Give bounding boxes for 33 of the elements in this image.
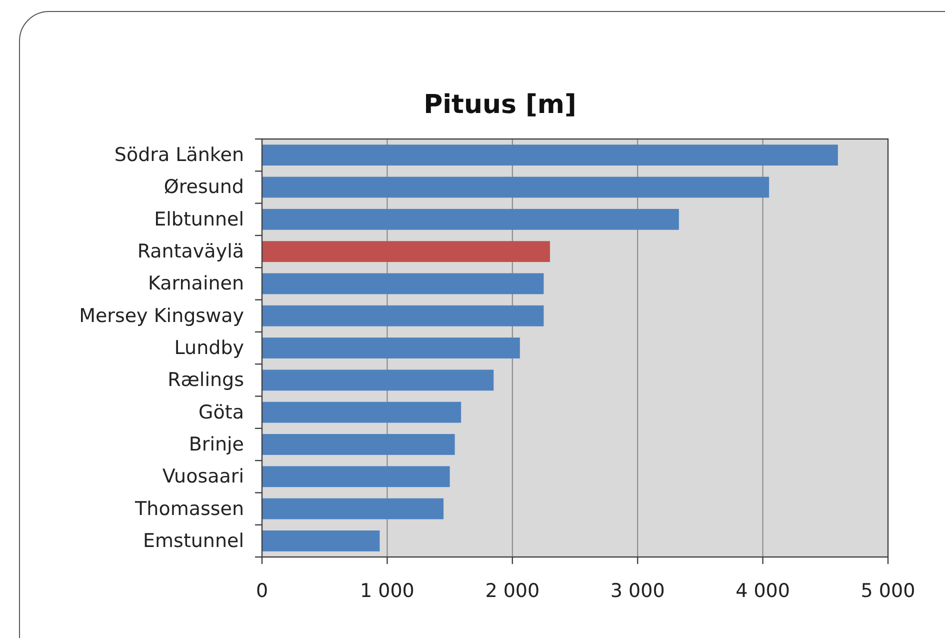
y-tick-label: Göta (198, 401, 244, 424)
bar (262, 273, 544, 294)
bar (262, 305, 544, 326)
bar (262, 144, 838, 166)
x-tick-label: 0 (256, 580, 268, 602)
y-tick-label: Øresund (164, 176, 244, 198)
x-tick-label: 3 000 (610, 580, 665, 602)
y-tick-label: Karnainen (148, 272, 244, 295)
x-tick-label: 4 000 (736, 580, 790, 602)
bar (262, 498, 444, 520)
y-tick-label: Mersey Kingsway (79, 304, 244, 327)
y-tick-label: Vuosaari (162, 466, 244, 488)
bar (262, 402, 462, 423)
chart-title: Pituus [m] (424, 90, 576, 120)
y-tick-label: Rantaväylä (137, 240, 244, 263)
y-tick-label: Elbtunnel (154, 208, 244, 230)
y-tick-label: Lundby (174, 337, 244, 359)
bar (262, 466, 450, 488)
bar (262, 241, 550, 262)
y-tick-label: Rælings (168, 369, 244, 392)
y-tick-label: Södra Länken (114, 144, 244, 166)
bar (262, 530, 380, 552)
bar (262, 176, 770, 198)
y-tick-label: Thomassen (134, 498, 244, 520)
bar (262, 208, 679, 230)
x-tick-label: 5 000 (860, 580, 916, 602)
bar (262, 370, 494, 391)
bar (262, 434, 455, 455)
x-tick-label: 2 000 (485, 580, 540, 602)
y-tick-label: Emstunnel (143, 530, 244, 552)
bar (262, 338, 520, 358)
x-tick-label: 1 000 (360, 580, 414, 602)
y-tick-label: Brinje (188, 433, 244, 456)
